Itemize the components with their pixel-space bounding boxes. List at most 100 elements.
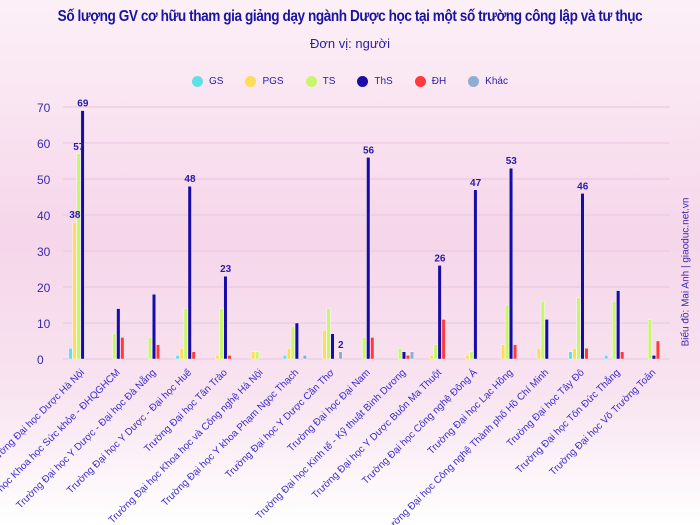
bar-ts [398,348,402,360]
bar-pgs [286,348,291,360]
y-tick-label: 20 [37,281,51,295]
bar-pgs [215,355,220,360]
bar-pgs [179,348,184,360]
y-tick-label: 50 [37,173,51,187]
bar-ths [116,308,121,360]
legend-item[interactable]: ĐH [414,76,447,87]
y-tick-label: 40 [37,209,51,223]
bar-pgs [251,351,256,360]
bar-đh [620,351,625,360]
bar-ths [80,110,85,360]
x-tick-label: Trường Đại học Y Dược Buôn Ma Thuột [310,367,444,501]
bar-ts [540,301,545,360]
bar-đh [584,348,589,360]
legend-dot-icon [305,76,317,87]
legend-label: ThS [374,76,393,87]
bar-ths [223,276,228,360]
bar-đh [406,355,410,360]
bar-đh [513,344,518,360]
legend: GS PGS TS ThS ĐH Khác [0,76,700,87]
bar-ths [330,333,335,360]
data-label: 26 [434,253,446,264]
bar-pgs [501,344,506,360]
bar-ts [290,326,295,360]
bar-ths [402,351,406,360]
legend-label: GS [209,76,224,87]
data-label: 2 [338,340,344,351]
bar-đh [441,319,446,360]
bar-pgs [465,355,470,360]
bar-đh [227,355,232,360]
bar-ts [255,351,260,360]
y-tick-label: 60 [37,137,51,151]
bar-khác [302,355,307,360]
bar-ths [473,189,478,360]
bar-gs [604,355,609,360]
data-label: 48 [184,174,196,185]
x-tick-label: Trường Đại học Y Dược - Đại học Huế [64,366,194,496]
bar-khác [410,351,414,360]
y-tick-label: 10 [37,317,51,331]
bar-ts [362,337,367,360]
bar-pgs [322,330,327,360]
bar-ts [433,344,438,360]
y-tick-label: 0 [37,353,44,367]
bar-đh [156,344,160,360]
data-label: 23 [220,264,232,275]
bar-ths [544,319,549,360]
bar-ths [437,265,442,360]
bar-đh [120,337,125,360]
bar-ths [294,322,299,360]
y-tick-label: 70 [37,101,51,115]
data-label: 57 [73,142,85,153]
bar-ts [647,319,652,360]
legend-item[interactable]: ThS [357,76,393,87]
bar-gs [68,348,73,360]
legend-dot-icon [414,76,426,87]
bar-ths [366,157,371,360]
bar-ths [509,167,514,360]
legend-label: ĐH [431,76,447,87]
bar-ts [612,301,617,360]
bar-pgs [536,348,541,360]
bar-gs [568,351,573,360]
bar-đh [370,337,375,360]
bar-ths [616,290,621,360]
bar-ts [76,153,81,360]
legend-item[interactable]: GS [192,76,223,87]
bar-ts [219,308,224,360]
bar-ts [505,304,510,360]
bar-ts [148,337,152,360]
bar-ths [187,185,192,360]
legend-item[interactable]: PGS [245,76,284,87]
bar-ts [326,308,331,360]
bar-pgs [429,355,434,360]
legend-item[interactable]: Khác [468,76,508,87]
legend-label: PGS [262,76,284,87]
chart-title: Số lượng GV cơ hữu tham gia giảng dạy ng… [57,8,643,25]
legend-item[interactable]: TS [305,76,336,87]
legend-dot-icon [192,76,204,87]
data-label: 38 [69,210,81,221]
data-label: 56 [363,145,375,156]
legend-dot-icon [468,76,480,87]
bar-ths [580,193,585,360]
legend-dot-icon [357,76,369,87]
bar-pgs [72,221,77,360]
bar-khác [338,351,343,360]
chart-subtitle: Đơn vị: người [310,36,390,51]
bar-ts [112,333,117,360]
legend-label: Khác [485,76,508,87]
bar-gs [282,355,287,360]
legend-dot-icon [245,76,257,87]
data-label: 46 [577,181,589,192]
legend-label: TS [322,76,336,87]
bar-ts [183,308,188,360]
bar-đh [655,340,660,360]
data-label: 69 [77,99,89,110]
bar-ths [152,294,156,360]
bar-ts [576,297,581,360]
data-label: 53 [506,156,518,167]
bar-ths [651,355,656,360]
